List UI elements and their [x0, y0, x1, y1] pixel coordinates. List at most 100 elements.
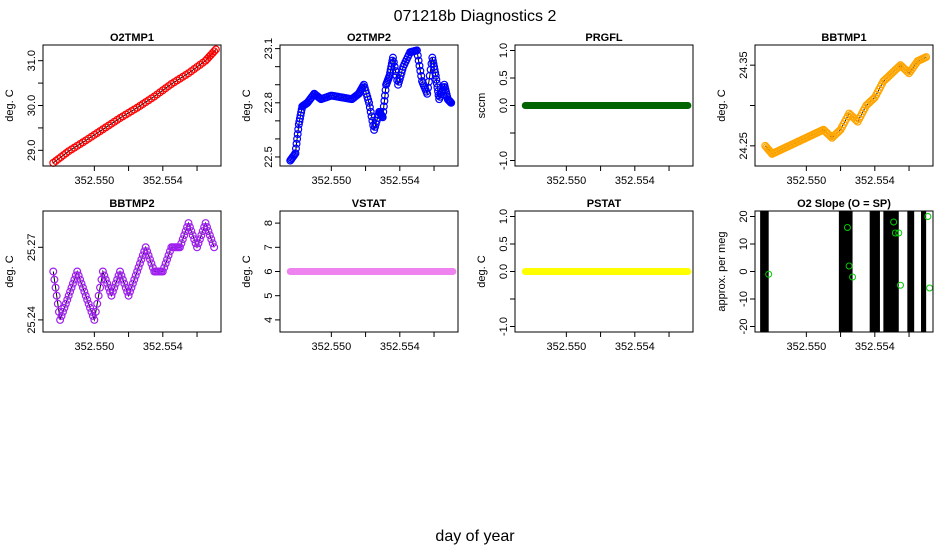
data-point: [414, 56, 423, 65]
data-point: [424, 77, 433, 86]
data-point: [81, 291, 90, 300]
data-point: [64, 291, 73, 300]
data-point: [66, 287, 75, 296]
y-tick-label: 0.5: [498, 70, 510, 85]
data-point: [96, 283, 105, 292]
data-point: [145, 255, 154, 264]
data-point: [147, 259, 156, 268]
data-point: [291, 144, 300, 153]
data-point: [200, 223, 209, 232]
x-tick-label: 352.554: [855, 341, 895, 353]
x-tick-label: 352.550: [546, 175, 586, 187]
panel-prgfl: PRGFL 352.550 352.554 -1.0 0.0 0.5 1.0 sccm: [476, 32, 694, 187]
data-point: [890, 218, 898, 226]
y-tick-label: 22.8: [263, 92, 275, 113]
data-point: [201, 219, 210, 228]
data-point: [180, 231, 189, 240]
data-point: [924, 213, 932, 220]
data-point: [387, 62, 396, 71]
panel-title: PSTAT: [587, 198, 622, 210]
data-point: [161, 259, 170, 268]
data-point: [178, 235, 187, 244]
data-point: [175, 243, 184, 252]
data-point: [211, 45, 220, 54]
data-point: [137, 255, 146, 264]
y-tick-label: 25.24: [26, 306, 38, 334]
data-band: [883, 211, 899, 332]
data-point: [432, 79, 441, 88]
data-point: [61, 299, 70, 308]
data-point: [193, 243, 202, 252]
data-point: [164, 251, 173, 260]
panel-title: O2 Slope (O = SP): [797, 198, 891, 210]
data-point: [53, 299, 62, 308]
data-point: [184, 219, 193, 228]
data-point: [181, 227, 190, 236]
data-point: [203, 223, 212, 232]
data-point: [380, 96, 389, 105]
data-point: [765, 270, 773, 278]
data-point: [127, 283, 136, 292]
x-tick-label: 352.550: [786, 341, 826, 353]
data-point: [191, 239, 200, 248]
data-point: [210, 47, 219, 56]
data-point: [431, 71, 440, 80]
y-tick-label: 8: [263, 220, 275, 226]
data-point: [378, 113, 387, 122]
panel-o2-slope-o-sp: O2 Slope (O = SP) 352.550 352.554 -20 -10 0 10…: [716, 198, 934, 353]
data-band: [921, 211, 927, 332]
data-point: [126, 287, 135, 296]
data-point: [111, 279, 120, 288]
y-axis-label: deg. C: [716, 89, 728, 121]
y-tick-label: 31.0: [26, 50, 38, 71]
data-point: [118, 275, 127, 284]
y-axis-label: deg. C: [4, 89, 16, 121]
data-point: [138, 251, 147, 260]
panel-o2tmp1: O2TMP1 352.550 352.554 29.0 30.0 31.0 deg. C: [4, 32, 222, 187]
y-tick-label: 0.0: [498, 98, 510, 113]
data-point: [141, 243, 150, 252]
data-point: [390, 62, 399, 71]
data-point: [71, 271, 80, 280]
x-tick-label: 352.550: [311, 175, 351, 187]
data-point: [295, 114, 304, 123]
data-point: [208, 239, 217, 248]
y-tick-label: 0.5: [498, 236, 510, 251]
data-point: [74, 271, 83, 280]
y-tick-label: 29.0: [26, 140, 38, 161]
data-band: [760, 211, 769, 332]
data-point: [86, 303, 95, 312]
data-point: [433, 83, 442, 92]
data-point: [49, 267, 58, 276]
data-band: [869, 211, 880, 332]
data-point: [76, 275, 85, 284]
data-point: [117, 271, 126, 280]
data-point: [77, 279, 86, 288]
data-point: [843, 224, 851, 231]
data-point: [428, 56, 437, 65]
data-point: [891, 229, 899, 237]
panel-title: BBTMP2: [109, 198, 154, 210]
data-point: [416, 66, 425, 75]
panel-vstat: VSTAT 352.550 352.554 4 5 6 7 8 deg. C: [241, 198, 459, 353]
data-point: [412, 46, 421, 55]
data-point: [60, 303, 69, 312]
panel-title: BBTMP1: [821, 32, 866, 44]
data-point: [143, 247, 152, 256]
y-axis-label: deg. C: [241, 255, 253, 287]
data-point: [113, 275, 122, 284]
figure-title: 071218b Diagnostics 2: [394, 8, 557, 25]
data-point: [291, 149, 300, 158]
data-point: [849, 273, 857, 281]
y-tick-label: 4: [263, 317, 275, 323]
data-point: [314, 93, 323, 102]
data-point: [430, 65, 439, 74]
data-point: [294, 120, 303, 129]
panel-o2tmp2: O2TMP2 352.550 352.554 22.5 22.8 23.1 deg. C: [241, 32, 459, 187]
data-point: [895, 229, 903, 237]
data-point: [163, 255, 172, 264]
data-point: [104, 283, 113, 292]
data-point: [388, 53, 397, 62]
